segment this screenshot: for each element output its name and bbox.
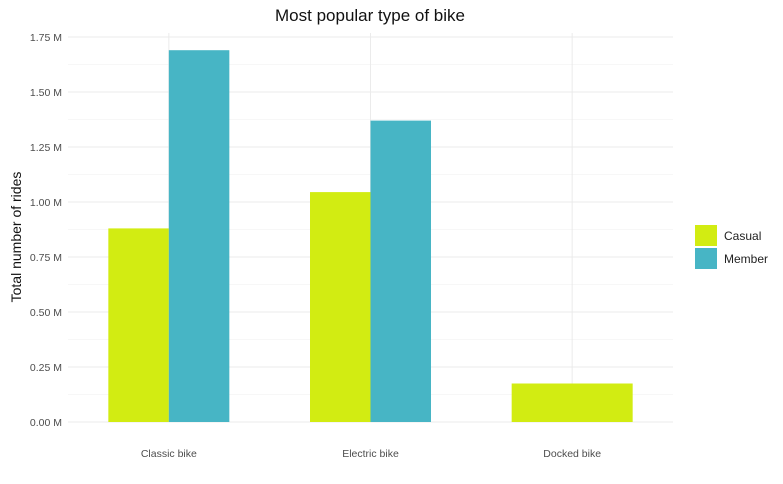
bars [108,50,633,422]
y-tick-label: 0.25 M [30,362,62,374]
y-tick-label: 1.25 M [30,142,62,154]
y-tick-label: 1.75 M [30,32,62,44]
bar-member-1 [370,120,431,422]
y-tick-label: 0.50 M [30,307,62,319]
chart-title: Most popular type of bike [275,6,465,25]
bar-casual-1 [310,192,371,422]
y-tick-label: 1.00 M [30,197,62,209]
legend-label-member: Member [724,251,769,266]
legend-item-casual: Casual [695,224,768,247]
x-tick-label: Classic bike [141,448,197,460]
x-tick-labels: Classic bike Electric bike Docked bike [141,448,601,460]
legend: Casual Member [695,224,768,270]
legend-item-member: Member [695,247,768,270]
legend-label-casual: Casual [724,228,762,243]
y-tick-label: 0.75 M [30,252,62,264]
legend-swatch-casual [695,225,717,246]
x-tick-label: Docked bike [543,448,601,460]
y-tick-label: 1.50 M [30,87,62,99]
x-tick-label: Electric bike [342,448,399,460]
y-tick-labels: 0.00 M 0.25 M 0.50 M 0.75 M 1.00 M 1.25 M 1.50… [30,32,62,429]
legend-swatch-member [695,248,717,269]
bar-member-0 [168,50,230,422]
y-tick-label: 0.00 M [30,417,62,429]
bar-casual-0 [108,228,169,422]
bar-casual-2 [511,383,633,422]
